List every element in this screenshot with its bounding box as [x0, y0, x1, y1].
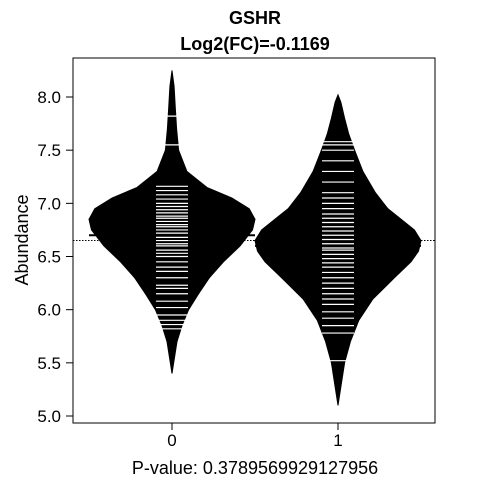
chart-title: GSHR — [229, 8, 281, 28]
chart-subtitle: Log2(FC)=-0.1169 — [180, 34, 330, 54]
y-tick-label: 7.0 — [37, 194, 61, 213]
y-tick-label: 5.0 — [37, 407, 61, 426]
y-tick-label: 6.5 — [37, 248, 61, 267]
x-axis-label: P-value: 0.378956992912795​6 — [132, 458, 378, 478]
x-tick-label: 0 — [167, 431, 176, 450]
plot-area — [73, 70, 435, 406]
y-tick-label: 8.0 — [37, 88, 61, 107]
y-axis-label: Abundance — [12, 194, 32, 285]
y-tick-label: 5.5 — [37, 354, 61, 373]
plot-frame — [72, 57, 436, 424]
y-tick-label: 6.0 — [37, 301, 61, 320]
x-tick-label: 1 — [333, 431, 342, 450]
y-tick-label: 7.5 — [37, 141, 61, 160]
y-axis: 5.0 5.5 6.0 6.5 7.0 7.5 8.0 — [37, 88, 73, 426]
